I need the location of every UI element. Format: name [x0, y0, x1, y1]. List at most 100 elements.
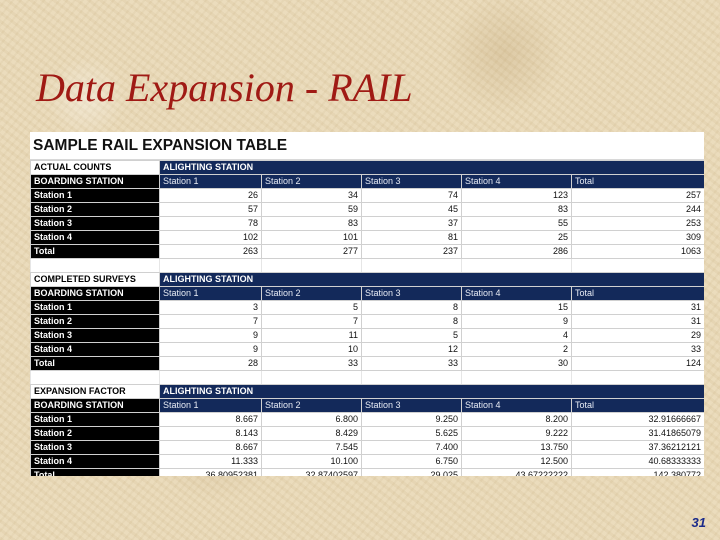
cell-value: 9.250 [361, 412, 462, 427]
empty-cell [461, 258, 572, 273]
cell-value: 10 [261, 342, 362, 357]
table-row: Station 1 26 34 74 123 257 [30, 188, 704, 203]
row-label: Station 1 [30, 412, 160, 427]
cell-value: 43.67222222 [461, 468, 572, 476]
cell-value: 9 [159, 342, 262, 357]
cell-value: 45 [361, 202, 462, 217]
row-header-label: BOARDING STATION [30, 174, 160, 189]
empty-cell [570, 258, 704, 273]
table-row: Station 3 8.667 7.545 7.400 13.750 37.3621212… [30, 440, 704, 455]
cell-value: 83 [261, 216, 362, 231]
row-label: Station 1 [30, 300, 160, 315]
column-header: Station 4 [461, 398, 572, 413]
table-row: Station 4 11.333 10.100 6.750 12.500 40.68333… [30, 454, 704, 469]
cell-value: 8 [361, 300, 462, 315]
table-row: Station 2 8.143 8.429 5.625 9.222 31.41865079 [30, 426, 704, 441]
cell-value: 29.025 [361, 468, 462, 476]
empty-cell [261, 370, 362, 385]
cell-value: 4 [461, 328, 572, 343]
column-header: Total [570, 398, 704, 413]
section-header-row: EXPANSION FACTOR ALIGHTING STATION [30, 384, 704, 399]
cell-value: 74 [361, 188, 462, 203]
row-label: Station 3 [30, 216, 160, 231]
row-header-label: BOARDING STATION [30, 398, 160, 413]
cell-value: 32.87402597 [261, 468, 362, 476]
section-header-row: ACTUAL COUNTS ALIGHTING STATION [30, 160, 704, 175]
column-header: Station 4 [461, 174, 572, 189]
cell-value: 11 [261, 328, 362, 343]
column-header: Station 1 [159, 286, 262, 301]
cell-value: 83 [461, 202, 572, 217]
header-group-label: ALIGHTING STATION [158, 272, 704, 287]
table-row: Station 4 102 101 81 25 309 [30, 230, 704, 245]
table-row: Station 1 8.667 6.800 9.250 8.200 32.91666667 [30, 412, 704, 427]
cell-value: 257 [570, 188, 704, 203]
empty-cell [159, 258, 262, 273]
cell-value: 81 [361, 230, 462, 245]
cell-value: 37 [361, 216, 462, 231]
slide-title: Data Expansion - RAIL [36, 65, 413, 110]
cell-value: 277 [261, 244, 362, 259]
cell-value: 7 [261, 314, 362, 329]
cell-value: 5 [261, 300, 362, 315]
empty-cell [30, 258, 160, 273]
cell-value: 29 [570, 328, 704, 343]
cell-value: 309 [570, 230, 704, 245]
cell-value: 15 [461, 300, 572, 315]
cell-value: 8.429 [261, 426, 362, 441]
row-label: Station 1 [30, 188, 160, 203]
cell-value: 5.625 [361, 426, 462, 441]
cell-value: 7.545 [261, 440, 362, 455]
column-header-row: BOARDING STATION Station 1 Station 2 Statio… [30, 174, 704, 189]
cell-value: 101 [261, 230, 362, 245]
cell-value: 32.91666667 [570, 412, 704, 427]
cell-value: 13.750 [461, 440, 572, 455]
cell-value: 237 [361, 244, 462, 259]
cell-value: 7.400 [361, 440, 462, 455]
column-header: Station 1 [159, 398, 262, 413]
cell-value: 36.80952381 [159, 468, 262, 476]
cell-value: 8.200 [461, 412, 572, 427]
column-header: Total [570, 174, 704, 189]
table-row: Total 28 33 33 30 124 [30, 356, 704, 371]
cell-value: 9 [159, 328, 262, 343]
row-label: Station 4 [30, 230, 160, 245]
row-label: Station 4 [30, 342, 160, 357]
row-label: Total [30, 244, 160, 259]
table-row: Station 3 9 11 5 4 29 [30, 328, 704, 343]
cell-value: 31.41865079 [570, 426, 704, 441]
row-label: Station 4 [30, 454, 160, 469]
header-group-label: ALIGHTING STATION [158, 384, 704, 399]
section-gap-row [30, 258, 704, 273]
cell-value: 263 [159, 244, 262, 259]
row-label: Station 3 [30, 440, 160, 455]
cell-value: 37.36212121 [570, 440, 704, 455]
table-row: Station 4 9 10 12 2 33 [30, 342, 704, 357]
cell-value: 59 [261, 202, 362, 217]
table-row: Station 2 57 59 45 83 244 [30, 202, 704, 217]
empty-cell [361, 258, 462, 273]
cell-value: 9.222 [461, 426, 572, 441]
cell-value: 102 [159, 230, 262, 245]
row-label: Station 2 [30, 314, 160, 329]
column-header: Total [570, 286, 704, 301]
table-title: SAMPLE RAIL EXPANSION TABLE [30, 132, 704, 160]
row-header-label: BOARDING STATION [30, 286, 160, 301]
cell-value: 142.380772 [570, 468, 704, 476]
column-header: Station 3 [361, 398, 462, 413]
cell-value: 253 [570, 216, 704, 231]
cell-value: 6.750 [361, 454, 462, 469]
empty-cell [361, 370, 462, 385]
table-row: Station 3 78 83 37 55 253 [30, 216, 704, 231]
cell-value: 9 [461, 314, 572, 329]
cell-value: 5 [361, 328, 462, 343]
cell-value: 33 [261, 356, 362, 371]
cell-value: 55 [461, 216, 572, 231]
cell-value: 286 [461, 244, 572, 259]
column-header: Station 2 [261, 286, 362, 301]
cell-value: 33 [570, 342, 704, 357]
cell-value: 1063 [570, 244, 704, 259]
cell-value: 12 [361, 342, 462, 357]
cell-value: 8.667 [159, 440, 262, 455]
cell-value: 3 [159, 300, 262, 315]
